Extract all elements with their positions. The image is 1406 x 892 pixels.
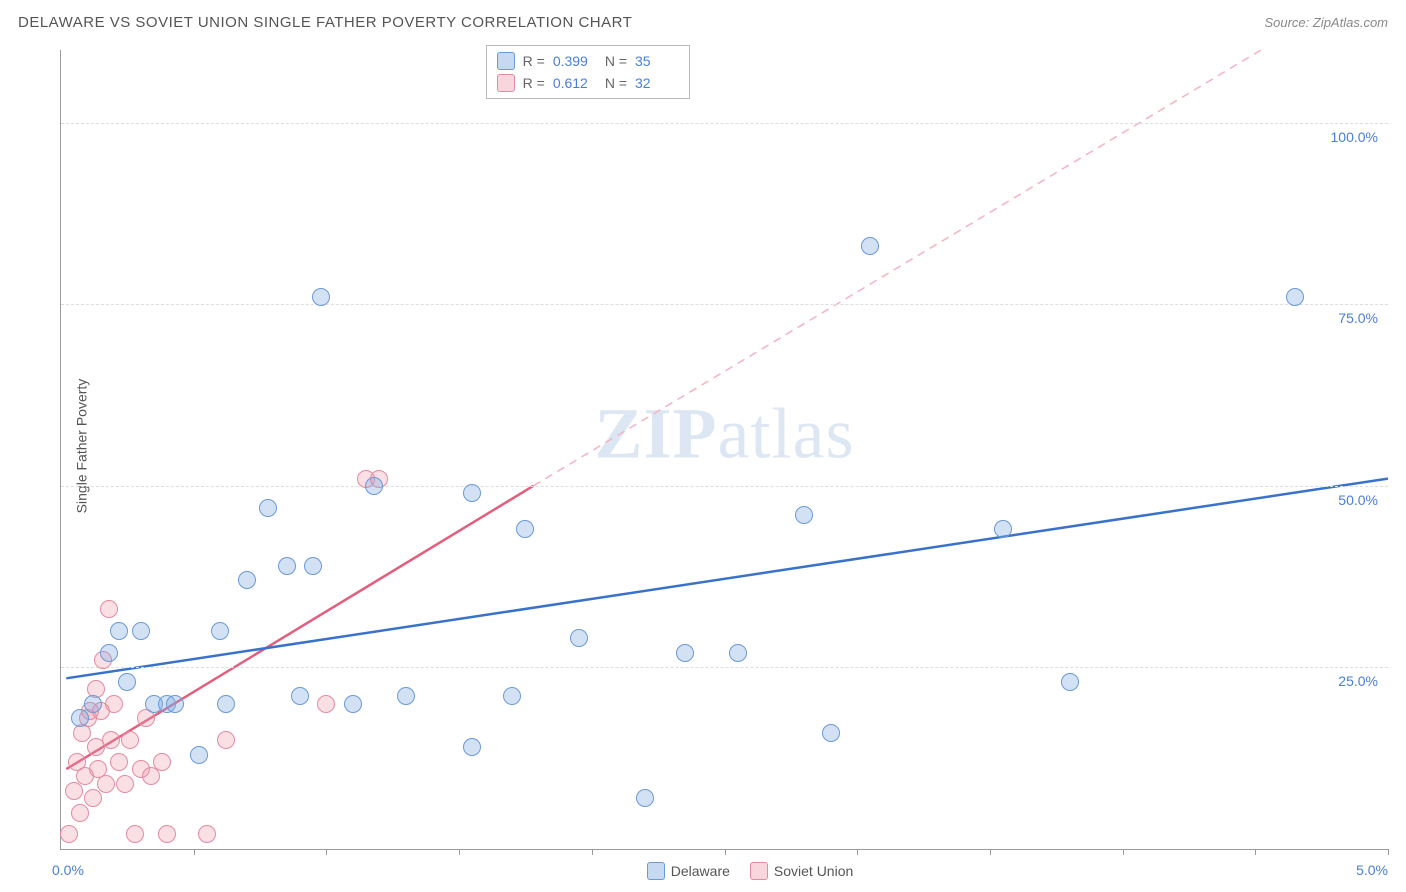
scatter-point-pink	[217, 731, 235, 749]
r-value-delaware: 0.399	[553, 53, 597, 69]
y-tick-label: 100.0%	[1331, 129, 1378, 145]
scatter-point-blue	[84, 695, 102, 713]
n-label: N =	[605, 75, 627, 91]
swatch-pink	[497, 74, 515, 92]
scatter-point-blue	[118, 673, 136, 691]
scatter-point-blue	[132, 622, 150, 640]
swatch-blue	[497, 52, 515, 70]
x-axis-max-label: 5.0%	[1356, 862, 1388, 878]
n-value-soviet: 32	[635, 75, 679, 91]
scatter-point-pink	[158, 825, 176, 843]
r-value-soviet: 0.612	[553, 75, 597, 91]
scatter-point-blue	[217, 695, 235, 713]
series-legend: Delaware Soviet Union	[647, 862, 854, 880]
stats-legend: R = 0.399 N = 35 R = 0.612 N = 32	[486, 45, 690, 99]
x-tick	[592, 849, 593, 855]
legend-item-delaware: Delaware	[647, 862, 730, 880]
swatch-pink	[750, 862, 768, 880]
source-attribution: Source: ZipAtlas.com	[1264, 15, 1388, 30]
gridline-h	[61, 304, 1388, 305]
scatter-point-blue	[110, 622, 128, 640]
scatter-point-blue	[259, 499, 277, 517]
swatch-blue	[647, 862, 665, 880]
scatter-point-pink	[153, 753, 171, 771]
x-tick	[459, 849, 460, 855]
scatter-point-blue	[729, 644, 747, 662]
scatter-point-blue	[304, 557, 322, 575]
x-tick	[1255, 849, 1256, 855]
scatter-point-pink	[198, 825, 216, 843]
scatter-point-blue	[1286, 288, 1304, 306]
x-tick	[326, 849, 327, 855]
chart-plot-area: ZIPatlas R = 0.399 N = 35 R = 0.612 N = …	[60, 50, 1388, 850]
scatter-point-pink	[84, 789, 102, 807]
scatter-point-blue	[397, 687, 415, 705]
x-tick	[1123, 849, 1124, 855]
gridline-h	[61, 486, 1388, 487]
scatter-point-pink	[60, 825, 78, 843]
trend-lines-svg	[61, 50, 1388, 849]
scatter-point-blue	[463, 738, 481, 756]
legend-item-soviet: Soviet Union	[750, 862, 853, 880]
scatter-point-blue	[344, 695, 362, 713]
scatter-point-pink	[105, 695, 123, 713]
scatter-point-pink	[100, 600, 118, 618]
scatter-point-blue	[1061, 673, 1079, 691]
trend-line-dashed	[533, 50, 1321, 486]
scatter-point-blue	[994, 520, 1012, 538]
scatter-point-blue	[190, 746, 208, 764]
scatter-point-blue	[636, 789, 654, 807]
scatter-point-blue	[291, 687, 309, 705]
scatter-point-blue	[503, 687, 521, 705]
y-tick-label: 50.0%	[1338, 492, 1378, 508]
scatter-point-pink	[71, 804, 89, 822]
x-tick	[990, 849, 991, 855]
scatter-point-blue	[463, 484, 481, 502]
scatter-point-blue	[570, 629, 588, 647]
scatter-point-blue	[278, 557, 296, 575]
n-value-delaware: 35	[635, 53, 679, 69]
scatter-point-blue	[71, 709, 89, 727]
scatter-point-pink	[317, 695, 335, 713]
scatter-point-blue	[516, 520, 534, 538]
legend-label-delaware: Delaware	[671, 863, 730, 879]
r-label: R =	[523, 53, 545, 69]
gridline-h	[61, 123, 1388, 124]
n-label: N =	[605, 53, 627, 69]
scatter-point-pink	[121, 731, 139, 749]
scatter-point-blue	[861, 237, 879, 255]
x-tick	[194, 849, 195, 855]
legend-label-soviet: Soviet Union	[774, 863, 853, 879]
scatter-point-blue	[795, 506, 813, 524]
header-bar: DELAWARE VS SOVIET UNION SINGLE FATHER P…	[0, 0, 1406, 40]
gridline-h	[61, 667, 1388, 668]
scatter-point-blue	[211, 622, 229, 640]
stats-row-soviet: R = 0.612 N = 32	[497, 72, 679, 94]
x-tick	[1388, 849, 1389, 855]
x-tick	[725, 849, 726, 855]
scatter-point-blue	[676, 644, 694, 662]
stats-row-delaware: R = 0.399 N = 35	[497, 50, 679, 72]
scatter-point-blue	[312, 288, 330, 306]
scatter-point-blue	[822, 724, 840, 742]
scatter-point-pink	[126, 825, 144, 843]
y-tick-label: 25.0%	[1338, 673, 1378, 689]
x-tick	[857, 849, 858, 855]
watermark: ZIPatlas	[595, 392, 855, 475]
scatter-point-blue	[166, 695, 184, 713]
chart-title: DELAWARE VS SOVIET UNION SINGLE FATHER P…	[18, 14, 632, 31]
scatter-point-blue	[238, 571, 256, 589]
scatter-point-pink	[116, 775, 134, 793]
scatter-point-blue	[365, 477, 383, 495]
scatter-point-pink	[102, 731, 120, 749]
scatter-point-pink	[97, 775, 115, 793]
y-tick-label: 75.0%	[1338, 310, 1378, 326]
scatter-point-blue	[100, 644, 118, 662]
scatter-point-pink	[110, 753, 128, 771]
r-label: R =	[523, 75, 545, 91]
x-axis-min-label: 0.0%	[52, 862, 84, 878]
